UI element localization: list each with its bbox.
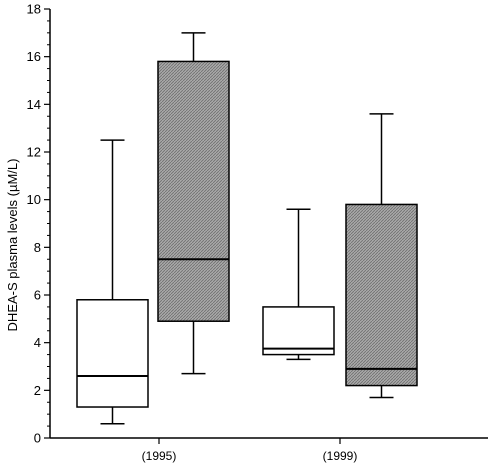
y-tick-label: 14 <box>27 97 41 112</box>
axes-group: 0 2 4 6 8 10 12 14 16 18 (1995) (1999) <box>27 2 488 463</box>
box-white <box>76 299 149 408</box>
y-tick-label: 18 <box>27 2 41 17</box>
box-hatched <box>345 203 418 387</box>
box-hatched <box>157 60 230 322</box>
x-category-label: (1999) <box>323 449 358 463</box>
y-tick-label: 0 <box>34 431 41 446</box>
y-tick-label: 16 <box>27 49 41 64</box>
y-tick-label: 2 <box>34 383 41 398</box>
boxes-group <box>76 32 418 425</box>
y-tick-label: 4 <box>34 335 41 350</box>
box-white <box>262 306 335 356</box>
y-tick-label: 6 <box>34 288 41 303</box>
y-axis-title: DHEA-S plasma levels (µM/L) <box>5 159 20 332</box>
y-tick-label: 12 <box>27 145 41 160</box>
x-category-label: (1995) <box>142 449 177 463</box>
y-tick-label: 8 <box>34 240 41 255</box>
y-tick-label: 10 <box>27 192 41 207</box>
